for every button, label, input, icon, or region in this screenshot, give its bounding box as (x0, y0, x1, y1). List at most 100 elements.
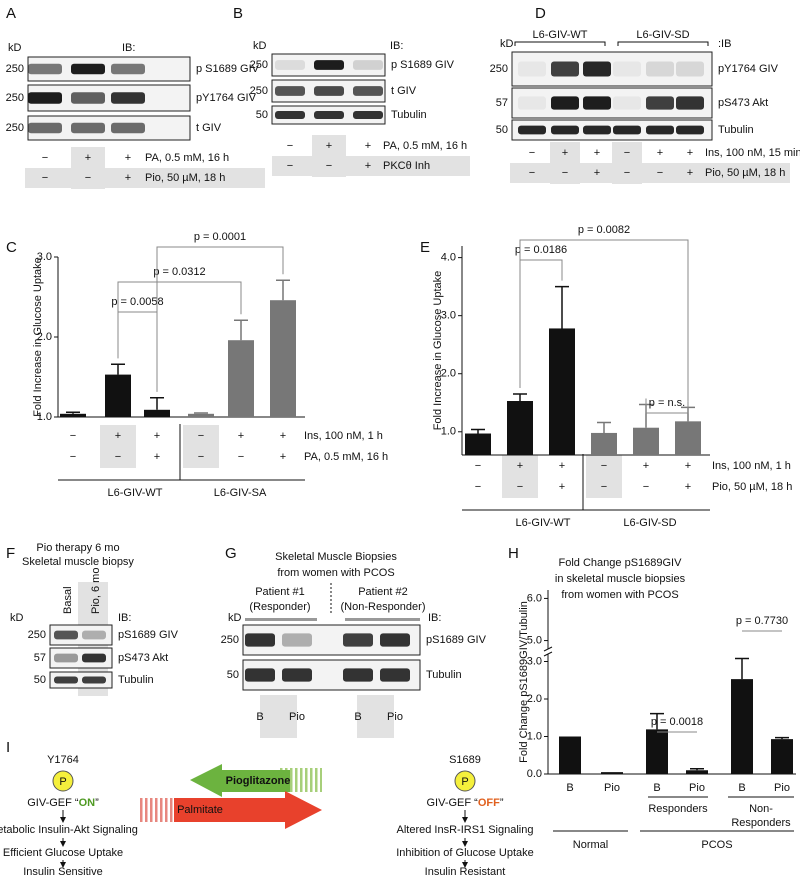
blot-frame (49, 671, 113, 689)
error-bar (66, 411, 80, 414)
condition-sign: + (685, 481, 691, 493)
blot-band (54, 676, 78, 684)
condition-sign: + (562, 147, 568, 159)
y-tick-label: 5.0 (527, 634, 542, 646)
significance-bracket (645, 398, 689, 414)
condition-sign: − (85, 172, 91, 184)
arrow-label: Palmitate (177, 804, 223, 816)
x-tick-label: B (566, 782, 573, 794)
y-tick-label: 3.0 (441, 310, 456, 322)
bar (507, 401, 533, 455)
kd-label: kD (8, 42, 22, 54)
condition-sign: − (624, 147, 630, 159)
molecular-weight: 250 (6, 92, 24, 104)
y-axis-label: Fold Increase in Glucose Uptake (32, 257, 44, 417)
shading (183, 425, 219, 468)
blot-band (646, 96, 674, 110)
panel-title: Skeletal muscle biopsy (22, 556, 134, 568)
x-tick-label: B (653, 782, 660, 794)
state-suffix: ” (500, 797, 504, 809)
blot-band (676, 125, 704, 135)
y-axis-label: Fold Change pS1689GIV/Tubulin (518, 601, 530, 763)
error-bar (735, 657, 749, 680)
significance-bracket (156, 246, 284, 392)
shading (25, 168, 265, 188)
blot-band (646, 125, 674, 135)
blot-band (518, 96, 546, 110)
bar (675, 421, 701, 455)
condition-sign: + (559, 460, 565, 472)
blot-band (353, 86, 383, 96)
bar (591, 432, 617, 455)
panel-i: I Y1764 P GIV-GEF “ON” Metabolic Insulin… (0, 739, 534, 878)
blot-label: Tubulin (391, 109, 427, 121)
blot-band (71, 122, 105, 134)
bar (646, 729, 668, 774)
condition-label: Pio, 50 µM, 18 h (705, 167, 785, 179)
bar (228, 340, 254, 417)
subgroup-label: Responders (731, 817, 791, 829)
x-tick-label: B (738, 782, 745, 794)
error-bar (513, 393, 527, 402)
blot-band (613, 125, 641, 135)
p-value: p = 0.0082 (578, 224, 630, 236)
p-value: p = n.s. (649, 397, 685, 409)
shading (502, 455, 538, 498)
bar (188, 413, 214, 417)
p-value: p = 0.0312 (153, 266, 205, 278)
panel-title: from women with PCOS (277, 567, 394, 579)
error-bar (111, 363, 125, 375)
p-value: p = 0.7730 (736, 615, 788, 627)
condition-sign: − (42, 172, 48, 184)
blot-band (245, 668, 275, 682)
condition-sign: − (657, 167, 663, 179)
patient-bar (245, 618, 317, 621)
condition-sign: − (198, 451, 204, 463)
blot-band (82, 676, 106, 684)
lane-label: B (256, 711, 263, 723)
blot-band (583, 96, 611, 110)
pathway-step: Insulin Resistant (425, 866, 506, 878)
bar (731, 679, 753, 774)
blot-label: Tubulin (718, 124, 754, 136)
blot-band (111, 92, 145, 104)
error-bar (555, 285, 569, 329)
blot-band (314, 60, 344, 70)
ib-label: IB: (428, 612, 441, 624)
panel-title: Skeletal Muscle Biopsies (275, 551, 397, 563)
bar (465, 433, 491, 455)
panel-letter: A (6, 5, 16, 22)
condition-sign: − (70, 451, 76, 463)
kd-label: kD (228, 612, 242, 624)
condition-sign: − (601, 460, 607, 472)
state-prefix: GIV-GEF “ (426, 797, 478, 809)
pathway-step: Metabolic Insulin-Akt Signaling (0, 824, 138, 836)
ib-label: IB: (122, 42, 135, 54)
molecular-weight: 57 (496, 97, 508, 109)
blot-band (518, 125, 546, 135)
blot-band (54, 630, 78, 640)
blot-label: pS473 Akt (118, 652, 168, 664)
y-tick-label: 0.0 (527, 768, 542, 780)
condition-sign: − (287, 140, 293, 152)
blot-band (583, 61, 611, 77)
x-tick-label: Pio (774, 782, 790, 794)
x-tick-label: Pio (604, 782, 620, 794)
p-value: p = 0.0001 (194, 231, 246, 243)
condition-sign: − (475, 481, 481, 493)
molecular-weight: 50 (256, 109, 268, 121)
blot-band (28, 92, 62, 104)
condition-sign: − (475, 460, 481, 472)
blot-label: t GIV (196, 122, 222, 134)
blot-band (28, 63, 62, 75)
blot-band (380, 633, 410, 647)
significance-bracket (117, 281, 242, 359)
condition-sign: − (517, 481, 523, 493)
condition-sign: + (154, 451, 160, 463)
badge-text: P (461, 776, 468, 788)
pathway-step: Inhibition of Glucose Uptake (396, 847, 534, 859)
condition-sign: + (687, 167, 693, 179)
bar (559, 736, 581, 774)
subgroup-label: Responders (648, 803, 708, 815)
blot-band (111, 122, 145, 134)
